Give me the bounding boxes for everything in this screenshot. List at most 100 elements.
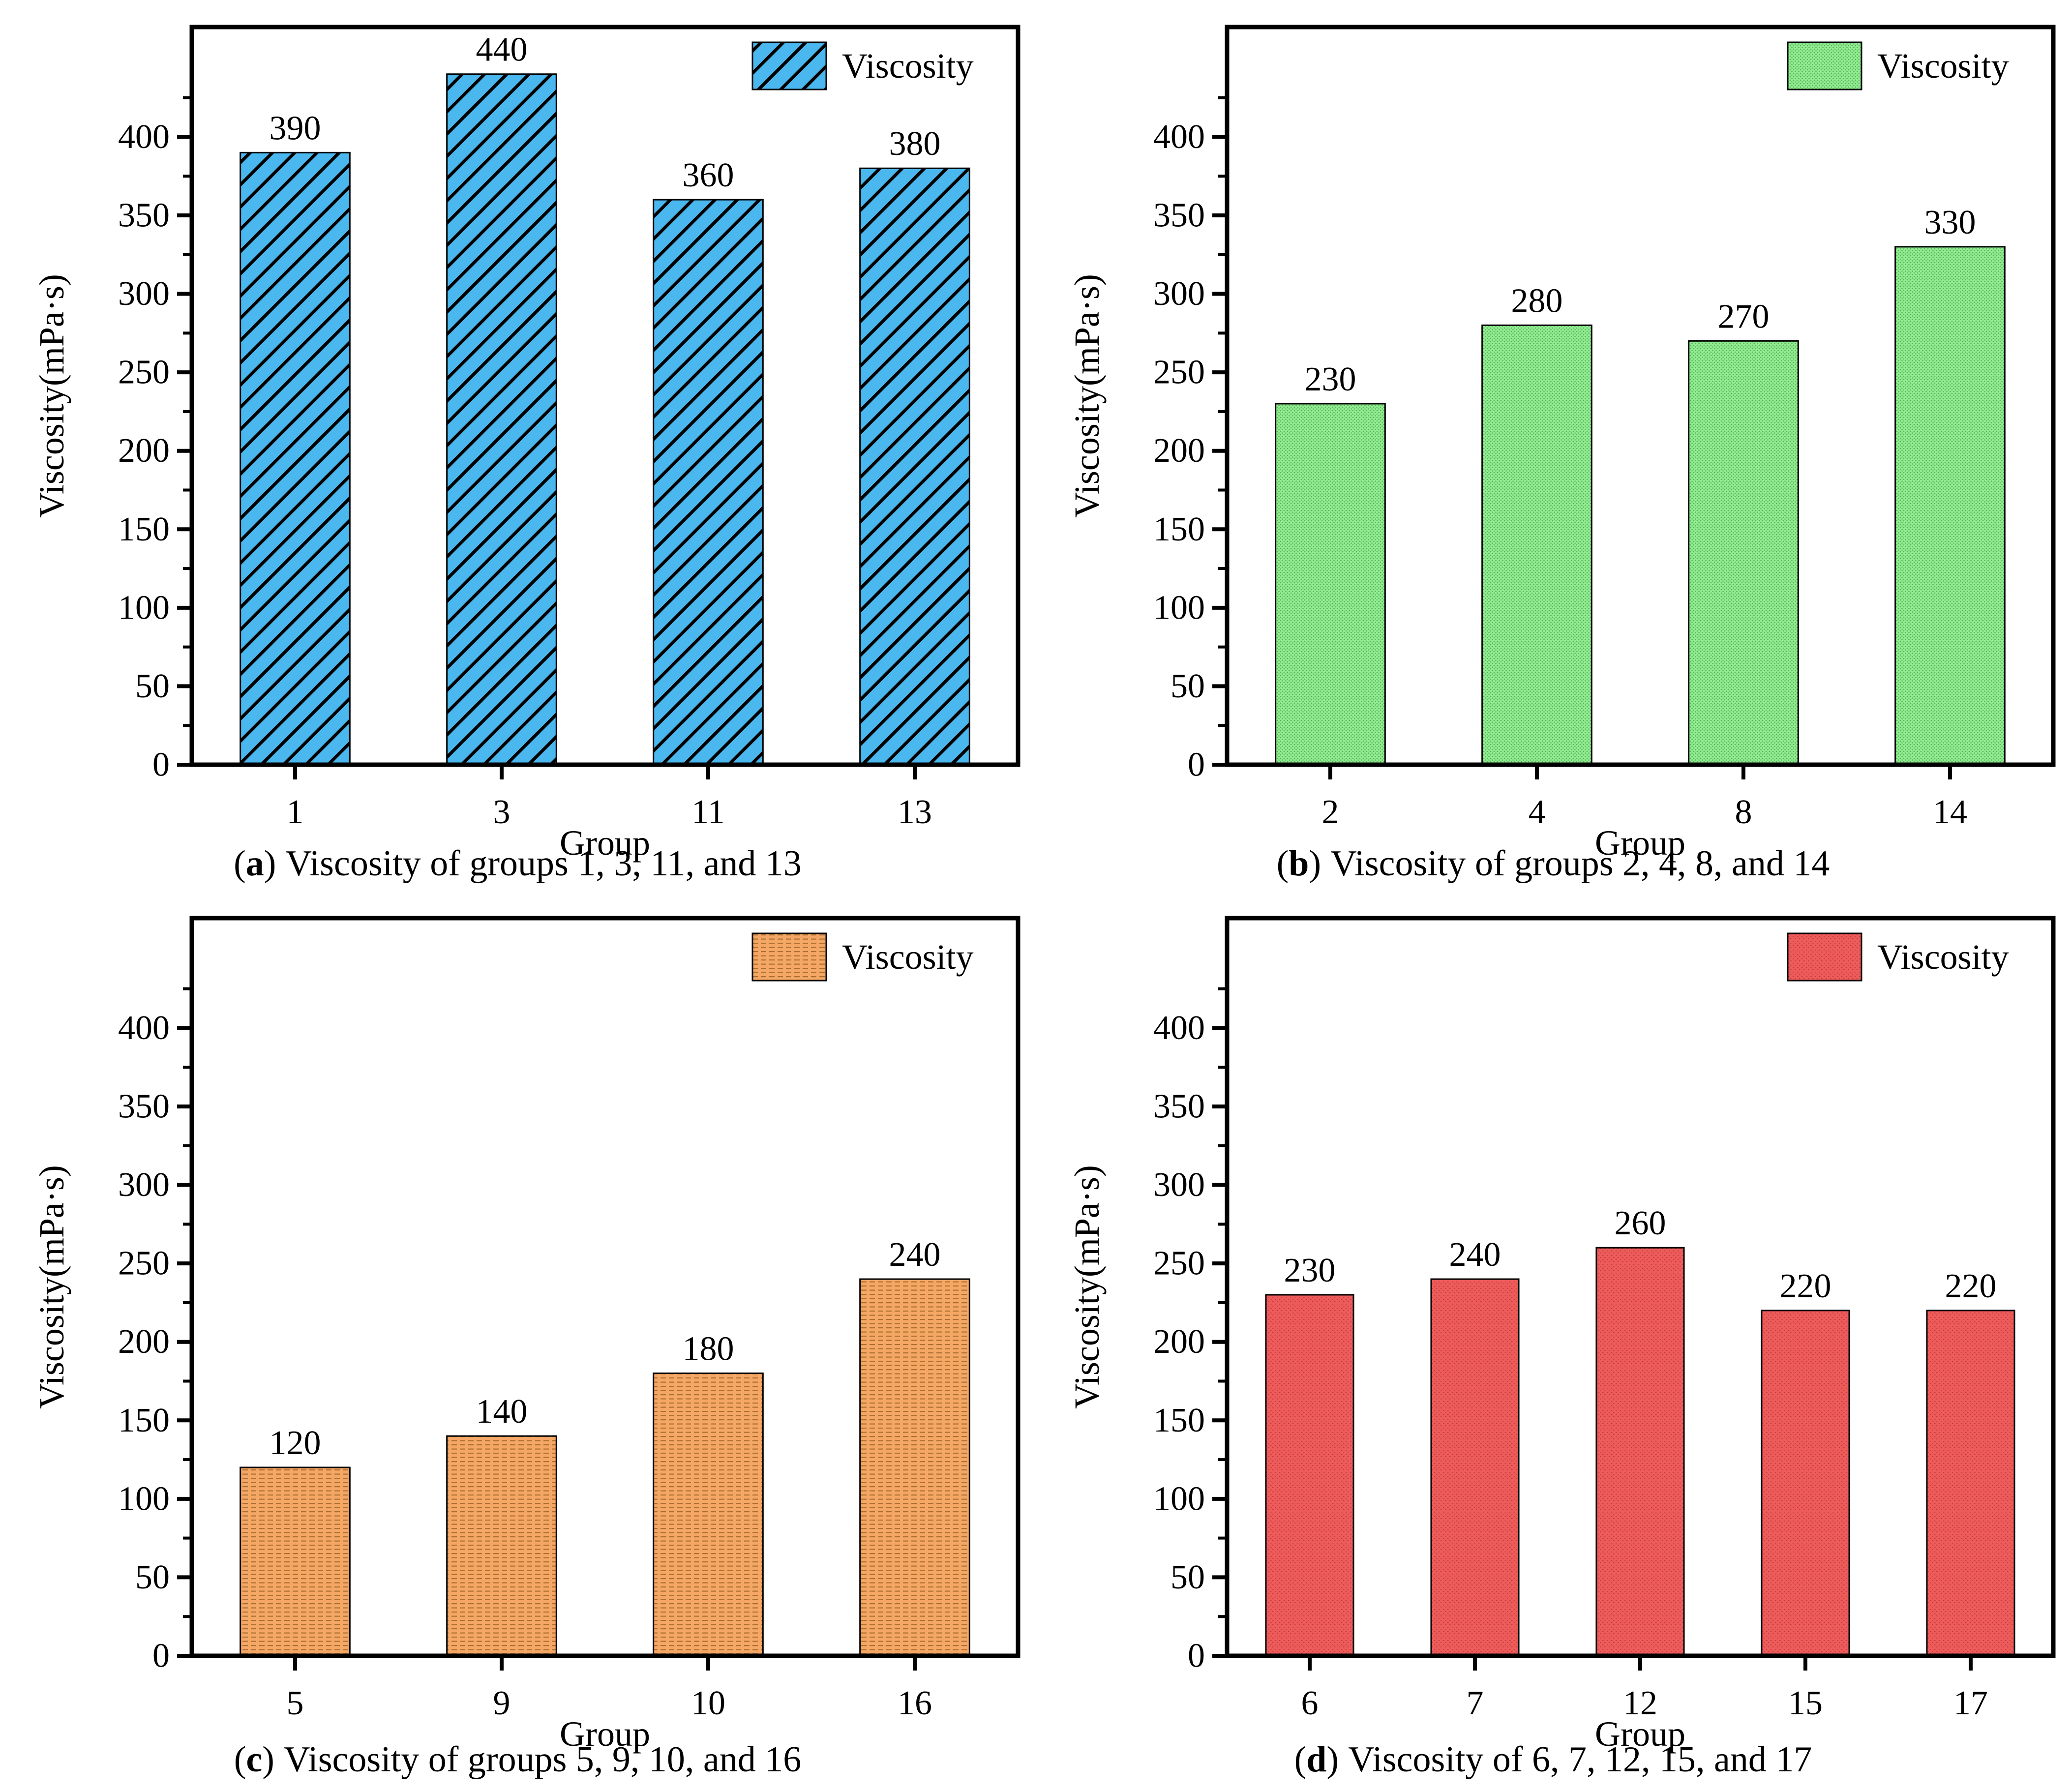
caption-c-close-paren: ) — [262, 1739, 274, 1780]
y-tick-label: 400 — [118, 1009, 170, 1047]
y-tick-label: 0 — [152, 1637, 170, 1675]
bar-chart-c: 0 50 100 150 200 250 300 350 400 120 5 140 9 180 10 240… — [32, 916, 1020, 1754]
y-tick-label: 350 — [118, 196, 170, 234]
caption-b-text: Viscosity of groups 2, 4, 8, and 14 — [1330, 843, 1830, 884]
bar-value-label: 440 — [476, 31, 528, 69]
bar-value-label: 180 — [683, 1330, 734, 1368]
caption-a-text: Viscosity of groups 1, 3, 11, and 13 — [285, 843, 802, 884]
bar — [1688, 340, 1799, 766]
legend-label: Viscosity — [1877, 937, 2009, 977]
bar — [446, 1435, 557, 1657]
y-tick-label: 300 — [118, 1166, 170, 1204]
y-tick-label: 200 — [1153, 432, 1205, 470]
panel-b-caption: (b) Viscosity of groups 2, 4, 8, and 14 — [1035, 836, 2071, 891]
bar — [1926, 1310, 2015, 1657]
y-tick-label: 50 — [135, 667, 170, 705]
legend-swatch — [1787, 932, 1862, 982]
x-tick-label: 16 — [898, 1684, 932, 1722]
x-axis-label: Group — [1595, 1714, 1685, 1754]
y-tick-label: 300 — [118, 275, 170, 313]
x-tick-label: 3 — [493, 793, 510, 831]
y-tick-label: 250 — [1153, 354, 1205, 391]
y-tick-label: 0 — [1188, 746, 1205, 784]
x-tick-label: 14 — [1933, 793, 1967, 831]
caption-a-letter: a — [245, 843, 264, 884]
bar-value-label: 330 — [1924, 204, 1976, 241]
y-tick-label: 150 — [118, 1402, 170, 1439]
y-tick-label: 250 — [1153, 1245, 1205, 1283]
x-tick-label: 2 — [1322, 793, 1339, 831]
bar — [859, 1278, 970, 1657]
legend-label: Viscosity — [842, 46, 974, 86]
bar-value-label: 240 — [1449, 1236, 1501, 1274]
y-tick-label: 400 — [1153, 1009, 1205, 1047]
bar-value-label: 240 — [889, 1236, 941, 1274]
caption-c-open-paren: ( — [234, 1739, 246, 1780]
y-tick-label: 250 — [118, 354, 170, 391]
panel-d-chart: 0 50 100 150 200 250 300 350 400 230 6 240 7 260 12 220… — [1035, 891, 2071, 1754]
caption-d-open-paren: ( — [1294, 1739, 1307, 1780]
y-tick-label: 200 — [118, 1323, 170, 1361]
caption-a-open-paren: ( — [234, 843, 246, 884]
caption-c-text: Viscosity of groups 5, 9, 10, and 16 — [284, 1739, 802, 1780]
panel-d-caption: (d) Viscosity of 6, 7, 12, 15, and 17 — [1035, 1727, 2071, 1792]
caption-d-close-paren: ) — [1326, 1739, 1339, 1780]
bar — [1761, 1310, 1850, 1657]
bar — [653, 1373, 764, 1657]
bar-value-label: 280 — [1511, 282, 1563, 320]
plot-area — [189, 916, 1020, 1658]
y-tick-label: 400 — [118, 118, 170, 156]
y-tick-label: 150 — [1153, 510, 1205, 548]
y-tick-label: 150 — [118, 510, 170, 548]
y-tick-label: 50 — [135, 1558, 170, 1596]
bar-value-label: 230 — [1305, 360, 1356, 398]
plot-area — [189, 25, 1020, 767]
bar — [1430, 1278, 1520, 1657]
bar — [1595, 1247, 1685, 1657]
legend-label: Viscosity — [842, 937, 974, 977]
y-tick-label: 100 — [118, 1480, 170, 1518]
y-tick-label: 400 — [1153, 118, 1205, 156]
panel-c-caption: (c) Viscosity of groups 5, 9, 10, and 16 — [0, 1727, 1035, 1792]
x-axis-label: Group — [1595, 823, 1685, 863]
y-tick-label: 0 — [1188, 1637, 1205, 1675]
plot-area — [1225, 25, 2056, 767]
x-tick-label: 1 — [287, 793, 304, 831]
y-axis-label: Viscosity(mPa·s) — [32, 1165, 71, 1409]
y-tick-label: 350 — [1153, 196, 1205, 234]
y-tick-label: 200 — [1153, 1323, 1205, 1361]
bar-value-label: 230 — [1284, 1252, 1336, 1289]
x-tick-label: 10 — [691, 1684, 725, 1722]
x-axis-label: Group — [560, 1714, 650, 1754]
bar — [240, 1466, 351, 1657]
legend-swatch — [1787, 41, 1862, 90]
x-tick-label: 7 — [1467, 1684, 1484, 1722]
x-tick-label: 5 — [287, 1684, 304, 1722]
legend-label: Viscosity — [1877, 46, 2009, 86]
y-tick-label: 350 — [1153, 1087, 1205, 1125]
bar-value-label: 120 — [270, 1424, 321, 1462]
plot-area — [1225, 916, 2056, 1658]
bar-chart-d: 0 50 100 150 200 250 300 350 400 230 6 240 7 260 12 220… — [1067, 916, 2056, 1754]
bar — [446, 73, 557, 766]
x-tick-label: 11 — [691, 793, 724, 831]
bar-value-label: 390 — [270, 109, 321, 147]
panel-c-chart: 0 50 100 150 200 250 300 350 400 120 5 140 9 180 10 240… — [0, 891, 1035, 1754]
y-tick-label: 100 — [118, 589, 170, 627]
bar — [1481, 324, 1592, 766]
y-tick-label: 50 — [1171, 1558, 1205, 1596]
y-axis-label: Viscosity(mPa·s) — [32, 274, 71, 518]
caption-b-letter: b — [1289, 843, 1309, 884]
panel-b-chart: 0 50 100 150 200 250 300 350 400 230 2 280 4 270 8 330 1… — [1035, 0, 2071, 863]
bar — [653, 199, 764, 766]
y-tick-label: 300 — [1153, 1166, 1205, 1204]
x-tick-label: 15 — [1788, 1684, 1823, 1722]
y-tick-label: 100 — [1153, 589, 1205, 627]
y-tick-label: 300 — [1153, 275, 1205, 313]
y-tick-label: 0 — [152, 746, 170, 784]
caption-d-letter: d — [1306, 1739, 1327, 1780]
y-axis-label: Viscosity(mPa·s) — [1067, 1165, 1107, 1409]
bar — [859, 167, 970, 766]
y-tick-label: 100 — [1153, 1480, 1205, 1518]
